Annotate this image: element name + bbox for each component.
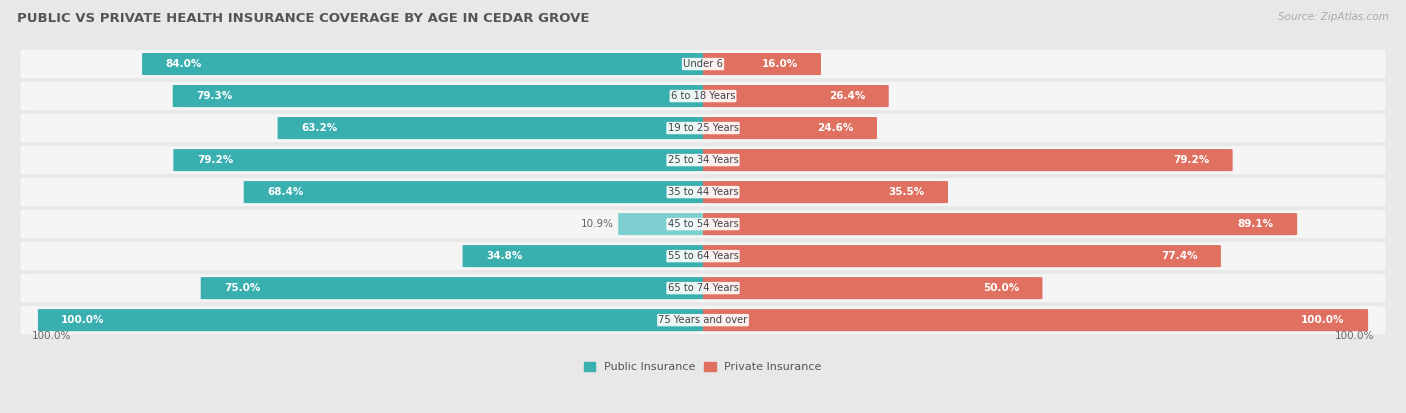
Text: 79.3%: 79.3% [195,91,232,101]
FancyBboxPatch shape [173,85,703,107]
FancyBboxPatch shape [38,309,703,331]
Text: 45 to 54 Years: 45 to 54 Years [668,219,738,229]
FancyBboxPatch shape [173,149,703,171]
Text: 100.0%: 100.0% [1336,331,1375,341]
Text: 68.4%: 68.4% [267,187,304,197]
Text: 100.0%: 100.0% [62,315,105,325]
FancyBboxPatch shape [703,309,1368,331]
FancyBboxPatch shape [703,245,1220,267]
Text: 79.2%: 79.2% [1173,155,1209,165]
FancyBboxPatch shape [201,277,703,299]
Text: 65 to 74 Years: 65 to 74 Years [668,283,738,293]
Text: 100.0%: 100.0% [31,331,70,341]
Text: 55 to 64 Years: 55 to 64 Years [668,251,738,261]
Text: 34.8%: 34.8% [486,251,523,261]
FancyBboxPatch shape [243,181,703,203]
FancyBboxPatch shape [703,277,1042,299]
FancyBboxPatch shape [21,306,1385,334]
Text: 6 to 18 Years: 6 to 18 Years [671,91,735,101]
Text: 77.4%: 77.4% [1161,251,1198,261]
Text: 84.0%: 84.0% [166,59,202,69]
FancyBboxPatch shape [21,242,1385,270]
FancyBboxPatch shape [142,53,703,75]
FancyBboxPatch shape [21,114,1385,142]
FancyBboxPatch shape [703,85,889,107]
Legend: Public Insurance, Private Insurance: Public Insurance, Private Insurance [579,358,827,377]
Text: 24.6%: 24.6% [817,123,853,133]
Text: Under 6: Under 6 [683,59,723,69]
Text: 63.2%: 63.2% [301,123,337,133]
Text: 50.0%: 50.0% [983,283,1019,293]
Text: 19 to 25 Years: 19 to 25 Years [668,123,738,133]
Text: 26.4%: 26.4% [830,91,865,101]
FancyBboxPatch shape [21,50,1385,78]
Text: 89.1%: 89.1% [1237,219,1274,229]
Text: 25 to 34 Years: 25 to 34 Years [668,155,738,165]
FancyBboxPatch shape [703,149,1233,171]
Text: 100.0%: 100.0% [1301,315,1344,325]
Text: 35 to 44 Years: 35 to 44 Years [668,187,738,197]
Text: 10.9%: 10.9% [581,219,614,229]
FancyBboxPatch shape [277,117,703,139]
Text: PUBLIC VS PRIVATE HEALTH INSURANCE COVERAGE BY AGE IN CEDAR GROVE: PUBLIC VS PRIVATE HEALTH INSURANCE COVER… [17,12,589,25]
FancyBboxPatch shape [703,53,821,75]
FancyBboxPatch shape [21,274,1385,302]
Text: Source: ZipAtlas.com: Source: ZipAtlas.com [1278,12,1389,22]
Text: 79.2%: 79.2% [197,155,233,165]
FancyBboxPatch shape [21,82,1385,110]
Text: 75 Years and over: 75 Years and over [658,315,748,325]
Text: 75.0%: 75.0% [224,283,260,293]
FancyBboxPatch shape [21,210,1385,238]
FancyBboxPatch shape [619,213,703,235]
FancyBboxPatch shape [21,178,1385,206]
FancyBboxPatch shape [703,213,1298,235]
Text: 35.5%: 35.5% [889,187,925,197]
FancyBboxPatch shape [463,245,703,267]
FancyBboxPatch shape [21,146,1385,174]
Text: 16.0%: 16.0% [761,59,797,69]
FancyBboxPatch shape [703,117,877,139]
FancyBboxPatch shape [703,181,948,203]
